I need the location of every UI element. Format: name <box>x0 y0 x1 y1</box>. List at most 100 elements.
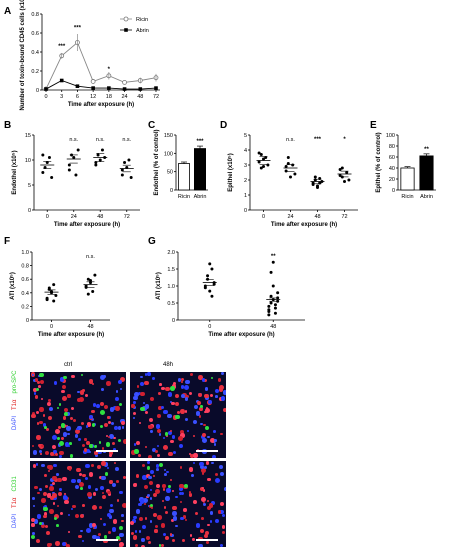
cell-dot <box>77 425 82 431</box>
cell-dot <box>97 532 101 536</box>
cell-dot <box>136 385 140 389</box>
cell-dot <box>43 474 47 477</box>
cell-dot <box>100 461 106 466</box>
cell-dot <box>88 450 91 453</box>
cell-dot <box>99 401 105 407</box>
f-data-point <box>86 277 90 281</box>
panel-letter-f: F <box>4 236 10 247</box>
green-cell-dot <box>204 426 209 431</box>
cell-dot <box>68 444 71 447</box>
cell-dot <box>188 491 191 494</box>
cell-dot <box>160 522 166 528</box>
c-ylabel: Endothel (% of control) <box>154 130 160 196</box>
a-xtick-label: 48 <box>137 94 143 100</box>
cell-dot <box>109 454 112 458</box>
cell-dot <box>158 433 162 436</box>
g-data-point <box>267 304 271 308</box>
cell-dot <box>64 442 70 447</box>
cell-dot <box>195 410 201 416</box>
a-xtick-label: 12 <box>90 94 96 100</box>
cell-dot <box>144 410 149 415</box>
cell-dot <box>208 503 214 508</box>
a-ytick-label: 0.2 <box>31 69 39 75</box>
cell-dot <box>54 478 58 482</box>
cell-dot <box>66 432 70 436</box>
cell-dot <box>51 434 57 440</box>
cell-dot <box>82 450 87 454</box>
c-bar-ricin <box>177 163 190 191</box>
cell-dot <box>115 396 119 401</box>
cell-dot <box>104 422 109 427</box>
d-annotation: * <box>343 137 346 143</box>
cell-dot <box>78 534 82 539</box>
cell-dot <box>113 461 117 465</box>
b-data-point <box>98 158 102 162</box>
cell-dot <box>180 377 184 382</box>
cell-dot <box>84 438 87 441</box>
cell-dot <box>193 499 198 504</box>
a-ytick-label: 0 <box>36 88 39 94</box>
b-data-point <box>45 161 49 164</box>
cell-dot <box>214 518 220 524</box>
f-data-point <box>89 279 92 283</box>
cell-dot <box>36 410 40 414</box>
cell-dot <box>222 390 226 395</box>
cell-dot <box>59 377 65 382</box>
cell-dot <box>198 392 202 397</box>
cell-dot <box>131 532 135 536</box>
cell-dot <box>80 529 83 533</box>
d-data-point <box>313 175 317 179</box>
f-data-point <box>52 283 56 287</box>
b-data-point <box>67 163 71 167</box>
green-cell-dot <box>158 544 162 547</box>
cell-dot <box>200 422 203 426</box>
d-data-point <box>347 178 351 182</box>
cell-dot <box>155 449 159 453</box>
cell-dot <box>180 385 185 389</box>
cell-dot <box>222 531 226 535</box>
cell-dot <box>79 390 85 395</box>
cell-dot <box>53 450 57 454</box>
cell-dot <box>204 465 207 469</box>
b-data-point <box>96 153 100 157</box>
cell-dot <box>146 461 150 465</box>
green-cell-dot <box>146 466 151 470</box>
cell-dot <box>213 429 217 433</box>
cell-dot <box>204 393 209 399</box>
cell-dot <box>35 539 40 544</box>
green-cell-dot <box>30 534 36 540</box>
b-xtick-label: 0 <box>46 214 49 220</box>
cell-dot <box>91 522 96 527</box>
cell-dot <box>165 536 169 541</box>
e-ytick-label: 100 <box>386 133 395 139</box>
cell-dot <box>141 475 147 480</box>
cell-dot <box>101 475 106 481</box>
cell-dot <box>131 404 135 408</box>
cell-dot <box>219 543 223 547</box>
cell-dot <box>147 372 151 376</box>
cell-dot <box>160 406 164 410</box>
cell-dot <box>86 441 90 446</box>
cell-dot <box>220 432 223 435</box>
b-annotation: n.s. <box>96 137 105 143</box>
cell-dot <box>82 504 85 507</box>
cell-dot <box>132 519 136 523</box>
cell-dot <box>134 392 139 398</box>
cell-dot <box>115 390 119 394</box>
cell-dot <box>79 482 85 487</box>
cell-dot <box>206 505 212 511</box>
cell-dot <box>117 499 120 502</box>
panel-letter-d: D <box>220 120 227 131</box>
b-data-point <box>120 168 124 172</box>
d-ytick-label: 2 <box>244 178 247 184</box>
cell-dot <box>170 533 175 538</box>
b-ytick-label: 10 <box>25 158 31 164</box>
b-annotation: n.s. <box>122 137 131 143</box>
cell-dot <box>76 397 82 403</box>
green-cell-dot <box>140 406 145 412</box>
cell-dot <box>200 497 206 502</box>
cell-dot <box>133 405 137 409</box>
d-data-point <box>259 153 263 156</box>
cell-dot <box>144 373 148 376</box>
a-point-abrin <box>107 86 111 90</box>
